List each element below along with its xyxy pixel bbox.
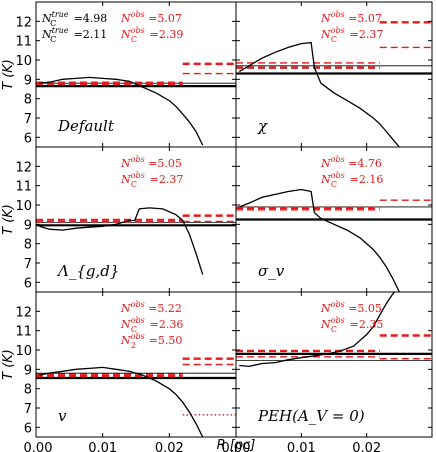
panel-label: PEH(A_V = 0) (257, 407, 365, 425)
y-tick-label: 8 (24, 93, 32, 108)
y-tick-label: 6 (24, 131, 32, 146)
annotation-obs: Nobs C =2.37 (320, 26, 383, 44)
y-tick-label: 7 (24, 257, 32, 272)
x-tick-label: 0.01 (287, 441, 316, 452)
y-tick-label: 6 (24, 276, 32, 291)
annotation-obs: Nobs =4.76 (320, 155, 382, 170)
annotation-obs: Nobs C =2.35 (320, 316, 383, 334)
y-tick-label: 10 (15, 199, 32, 214)
annotation-obs: Nobs =5.22 (120, 300, 182, 315)
annotation-obs: Nobs =5.07 (320, 10, 382, 25)
panel-label: Λ_{g,d} (56, 262, 119, 280)
panel-label: σ_v (258, 262, 285, 280)
x-tick-label: 0.00 (222, 441, 251, 452)
y-tick-label: 12 (15, 160, 32, 175)
temperature-profile (239, 292, 396, 368)
panel-label: Default (57, 117, 115, 135)
y-tick-label: 12 (15, 15, 32, 30)
y-tick-label: 7 (24, 402, 32, 417)
y-tick-label: 8 (24, 238, 32, 253)
y-tick-label: 6 (24, 421, 32, 436)
y-axis-label: T (K) (1, 349, 16, 380)
y-tick-label: 9 (24, 363, 32, 378)
temperature-profile (39, 76, 204, 146)
y-tick-label: 11 (15, 180, 32, 195)
annotation-obs: Nobs =5.05 (320, 300, 382, 315)
y-tick-label: 7 (24, 112, 32, 127)
y-tick-label: 11 (15, 325, 32, 340)
y-axis-label: T (K) (1, 59, 16, 90)
panel-frame (235, 291, 433, 438)
annotation-true: Ntrue C =2.11 (41, 26, 107, 44)
y-axis-label: T (K) (1, 204, 16, 235)
y-tick-label: 12 (15, 305, 32, 320)
annotation-obs: Nobs =5.05 (120, 155, 182, 170)
annotation-obs: Nobs =5.07 (120, 10, 182, 25)
annotation-obs: Nobs C =2.37 (120, 171, 183, 189)
panel-label: v (58, 407, 67, 425)
y-tick-label: 10 (15, 344, 32, 359)
temperature-profile (39, 366, 204, 437)
x-tick-label: 0.02 (352, 441, 381, 452)
annotation-obs: Nobs C =2.16 (320, 171, 383, 189)
x-tick-label: 0.01 (88, 441, 117, 452)
x-tick-label: 0.00 (24, 441, 53, 452)
temperature-profile (39, 207, 204, 275)
annotation-obs: Nobs 2 =5.50 (120, 332, 182, 350)
x-tick-label: 0.02 (155, 441, 184, 452)
y-tick-label: 9 (24, 73, 32, 88)
panel-label: χ (257, 117, 268, 135)
temperature-profile (239, 188, 400, 292)
annotation-obs: Nobs C =2.39 (120, 26, 183, 44)
x-axis-label: R [pc] (217, 438, 256, 452)
annotation-true: Ntrue C =4.98 (41, 10, 107, 28)
y-tick-label: 8 (24, 383, 32, 398)
annotation-obs: Nobs C =2.36 (120, 316, 183, 334)
y-tick-label: 10 (15, 54, 32, 69)
y-tick-label: 9 (24, 218, 32, 233)
temperature-profile (238, 41, 400, 147)
y-tick-label: 11 (15, 35, 32, 50)
